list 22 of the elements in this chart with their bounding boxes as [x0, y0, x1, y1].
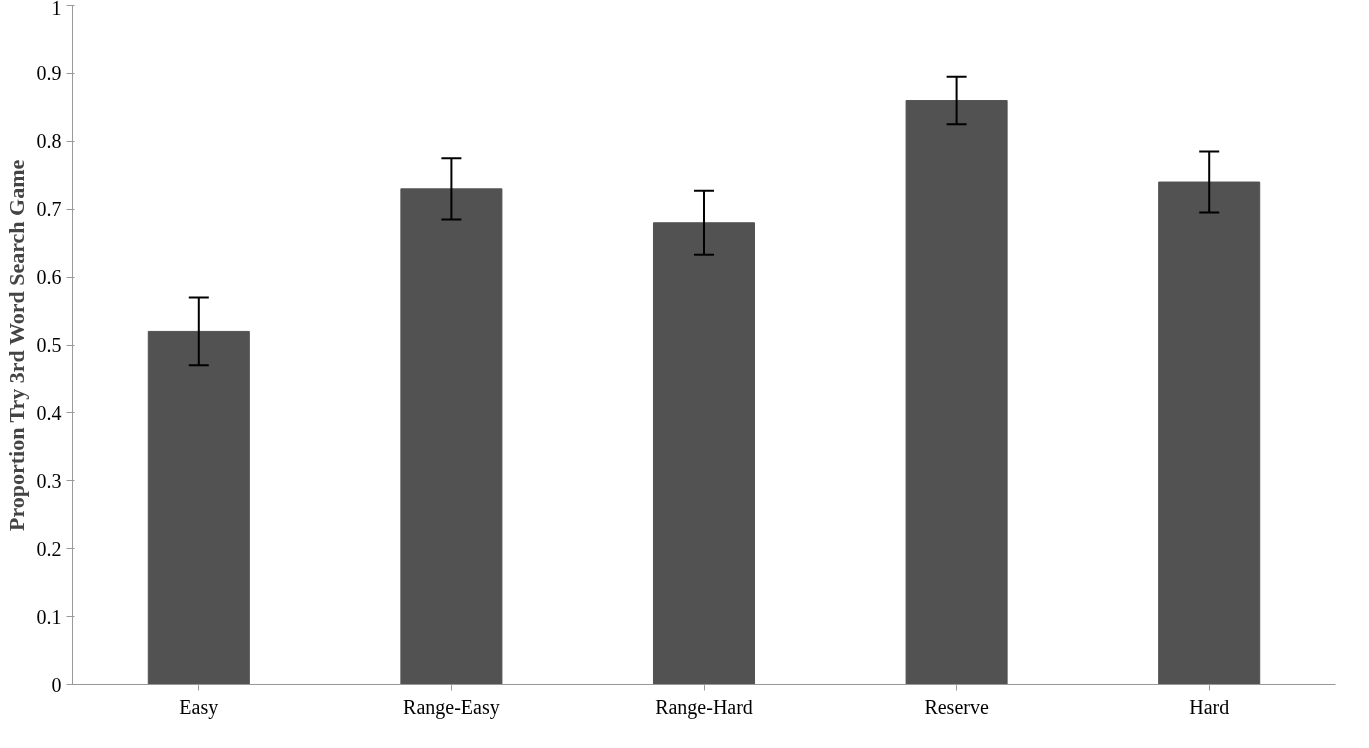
y-tick-label: 0.4 — [36, 401, 62, 424]
x-tick-label: Reserve — [924, 695, 989, 718]
bar — [905, 100, 1008, 685]
y-tick-label: 0.7 — [36, 198, 62, 221]
y-tick-label: 0.6 — [36, 266, 62, 289]
x-tick-label: Range-Hard — [655, 695, 753, 719]
y-tick-label: 0.8 — [36, 130, 62, 153]
bar — [400, 188, 503, 685]
y-tick-label: 0.1 — [36, 605, 62, 628]
y-tick-label: 0.2 — [36, 537, 62, 560]
y-tick-label: 1 — [51, 0, 62, 19]
bar — [147, 330, 250, 685]
bar — [1158, 181, 1261, 685]
y-tick-label: 0.5 — [36, 334, 62, 356]
x-tick-label: Range-Easy — [403, 695, 500, 719]
bar — [652, 222, 756, 685]
y-axis-title: Proportion Try 3rd Word Search Game — [3, 159, 29, 532]
y-tick-label: 0 — [51, 673, 62, 696]
x-tick-label: Hard — [1189, 695, 1230, 718]
y-tick-label: 0.9 — [36, 62, 62, 85]
y-tick-label: 0.3 — [36, 469, 62, 492]
x-tick-label: Easy — [179, 695, 219, 719]
